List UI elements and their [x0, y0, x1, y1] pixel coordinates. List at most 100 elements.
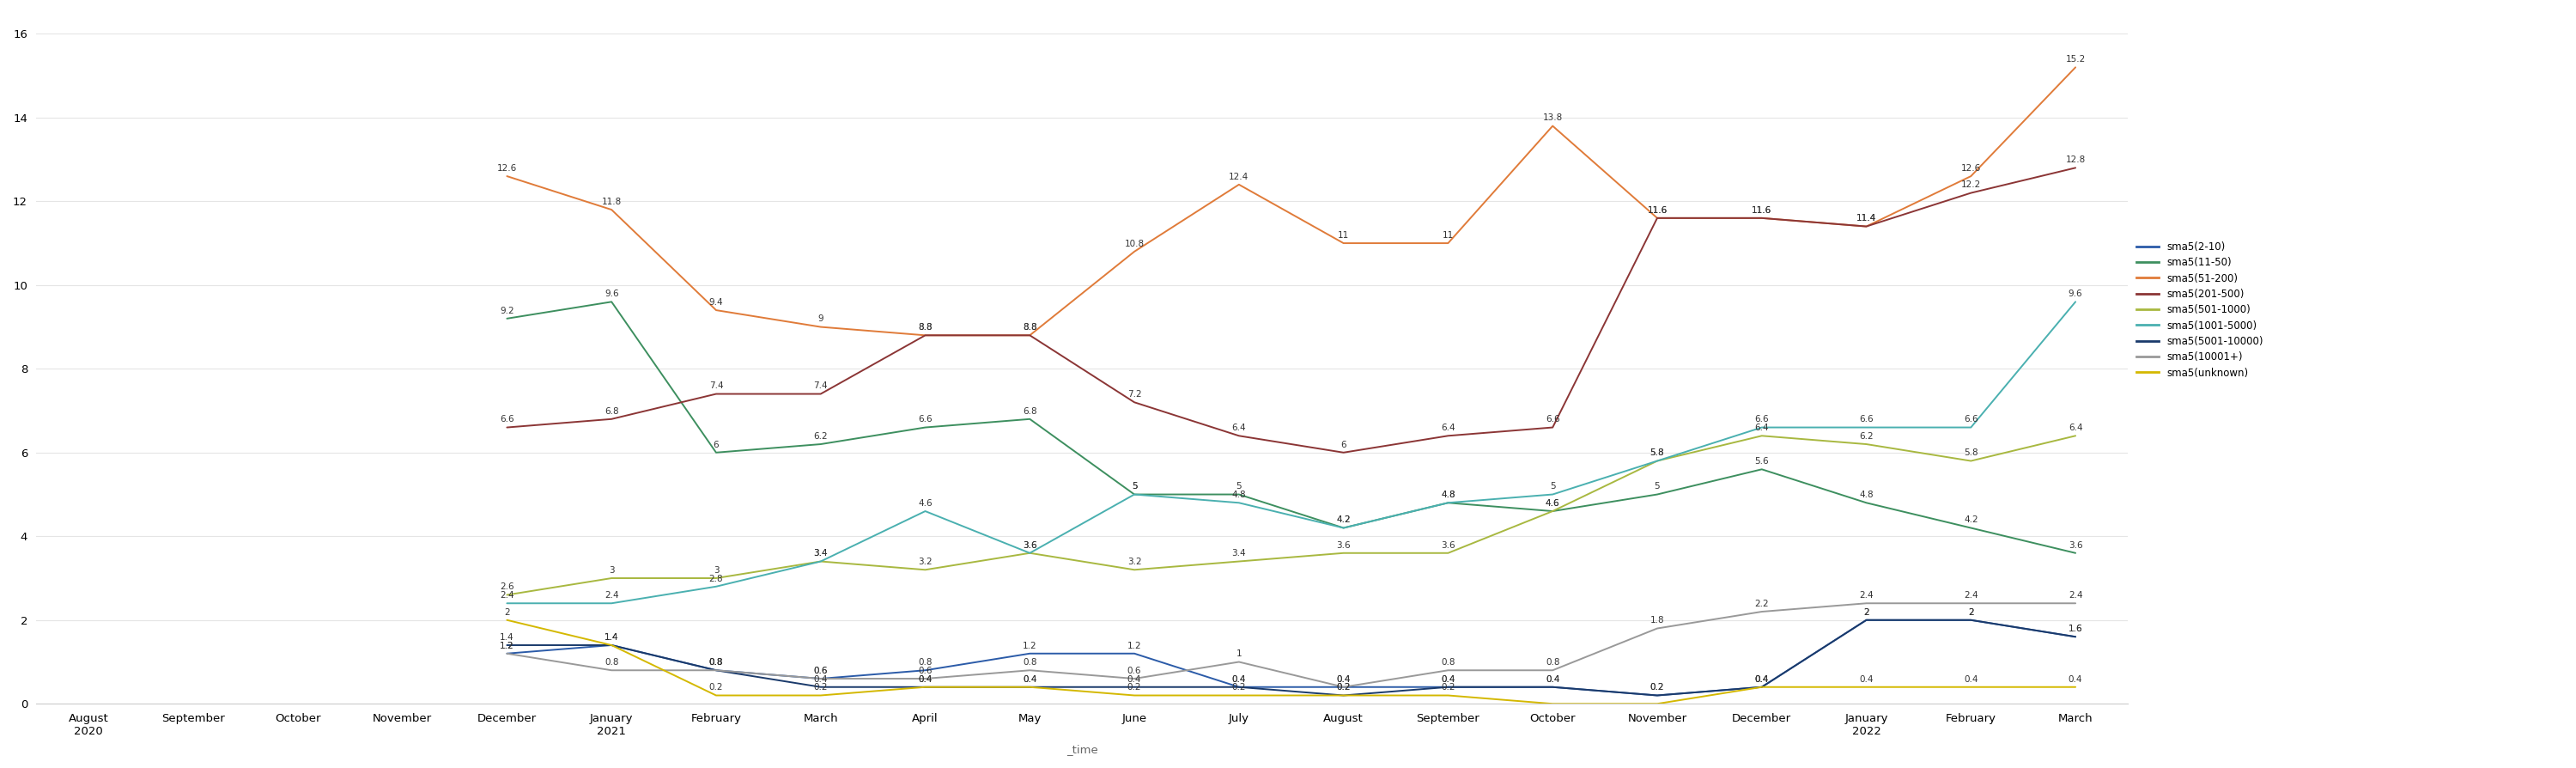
sma5(201-500): [1955, 188, 1986, 197]
sma5(51-200): [1432, 239, 1463, 248]
sma5(2-10): [492, 649, 523, 658]
Text: 12.6: 12.6: [1960, 164, 1981, 173]
Text: 4.6: 4.6: [917, 499, 933, 508]
Text: 0.8: 0.8: [917, 658, 933, 667]
sma5(10001+): [1118, 674, 1149, 684]
Line: sma5(1001-5000): sma5(1001-5000): [507, 302, 2076, 604]
sma5(1001-5000): [595, 599, 626, 608]
Text: 2.4: 2.4: [605, 591, 618, 600]
Text: 3.4: 3.4: [1231, 549, 1247, 558]
Text: 1.4: 1.4: [605, 633, 618, 641]
Text: 4.2: 4.2: [1337, 516, 1350, 525]
Text: 0.4: 0.4: [1128, 675, 1141, 684]
Text: 5.8: 5.8: [1651, 449, 1664, 458]
sma5(201-500): [909, 331, 940, 340]
Text: 4.8: 4.8: [1231, 491, 1247, 499]
Text: 3.2: 3.2: [1128, 558, 1141, 566]
sma5(unknown): [1852, 683, 1883, 692]
Text: 2.6: 2.6: [500, 583, 515, 591]
Text: 0.2: 0.2: [1651, 684, 1664, 692]
sma5(51-200): [1852, 222, 1883, 231]
Text: 6.6: 6.6: [917, 415, 933, 424]
sma5(10001+): [1538, 666, 1569, 675]
Text: 0.8: 0.8: [708, 658, 724, 667]
sma5(2-10): [909, 666, 940, 675]
sma5(unknown): [1955, 683, 1986, 692]
sma5(501-1000): [806, 557, 837, 566]
Text: 11.6: 11.6: [1752, 206, 1772, 214]
sma5(51-200): [1329, 239, 1360, 248]
Text: 0.4: 0.4: [1440, 675, 1455, 684]
Text: 2: 2: [1862, 607, 1870, 617]
Text: 11.6: 11.6: [1752, 206, 1772, 214]
sma5(5001-10000): [1329, 690, 1360, 700]
sma5(10001+): [2061, 599, 2092, 608]
Text: 1.4: 1.4: [605, 633, 618, 641]
Line: sma5(11-50): sma5(11-50): [507, 302, 2076, 553]
sma5(10001+): [1329, 683, 1360, 692]
Text: 5.8: 5.8: [1963, 449, 1978, 458]
Text: 3: 3: [608, 566, 616, 574]
Text: 9.6: 9.6: [2069, 290, 2081, 298]
sma5(5001-10000): [1224, 683, 1255, 692]
Text: 6.8: 6.8: [1023, 407, 1038, 415]
sma5(201-500): [1329, 448, 1360, 457]
Text: 0.2: 0.2: [1231, 684, 1247, 692]
Text: 1: 1: [1236, 650, 1242, 658]
sma5(51-200): [2061, 63, 2092, 72]
Text: 5: 5: [1131, 482, 1136, 491]
Text: 1.6: 1.6: [2069, 624, 2081, 633]
Text: 5: 5: [1551, 482, 1556, 491]
sma5(51-200): [1955, 171, 1986, 180]
Text: 0.8: 0.8: [1440, 658, 1455, 667]
sma5(201-500): [1538, 423, 1569, 432]
Text: 0.4: 0.4: [1546, 675, 1558, 684]
sma5(201-500): [701, 389, 732, 399]
sma5(2-10): [1118, 649, 1149, 658]
Text: 1.6: 1.6: [2069, 624, 2081, 633]
sma5(2-10): [595, 641, 626, 650]
sma5(10001+): [595, 666, 626, 675]
Text: 0.4: 0.4: [1337, 675, 1350, 684]
Text: 3.6: 3.6: [1023, 541, 1038, 549]
sma5(501-1000): [1852, 439, 1883, 449]
sma5(unknown): [1747, 683, 1777, 692]
sma5(2-10): [1852, 615, 1883, 624]
sma5(1001-5000): [1852, 423, 1883, 432]
Text: 0.4: 0.4: [1440, 675, 1455, 684]
sma5(5001-10000): [1852, 615, 1883, 624]
sma5(11-50): [1747, 465, 1777, 474]
Text: 2.2: 2.2: [1754, 600, 1770, 608]
sma5(1001-5000): [1015, 548, 1046, 558]
Line: sma5(5001-10000): sma5(5001-10000): [507, 620, 2076, 695]
sma5(5001-10000): [2061, 632, 2092, 641]
sma5(1001-5000): [909, 507, 940, 516]
Text: 12.2: 12.2: [1960, 180, 1981, 190]
sma5(2-10): [701, 666, 732, 675]
sma5(10001+): [1015, 666, 1046, 675]
sma5(501-1000): [1224, 557, 1255, 566]
Text: 0.4: 0.4: [2069, 675, 2081, 684]
sma5(unknown): [2061, 683, 2092, 692]
Text: 3: 3: [714, 566, 719, 574]
sma5(2-10): [1224, 683, 1255, 692]
Text: 4.2: 4.2: [1963, 516, 1978, 525]
Text: 11.8: 11.8: [603, 197, 621, 206]
sma5(unknown): [1538, 699, 1569, 708]
Text: 4.6: 4.6: [1546, 499, 1561, 508]
sma5(5001-10000): [1641, 690, 1672, 700]
Text: 1.2: 1.2: [1023, 641, 1038, 650]
sma5(1001-5000): [492, 599, 523, 608]
sma5(501-1000): [1955, 456, 1986, 465]
Text: 6.6: 6.6: [1546, 415, 1561, 424]
sma5(unknown): [1641, 699, 1672, 708]
sma5(11-50): [1432, 498, 1463, 508]
sma5(201-500): [1747, 214, 1777, 223]
Text: 11.4: 11.4: [1857, 214, 1875, 223]
Text: 0.8: 0.8: [708, 658, 724, 667]
sma5(501-1000): [492, 591, 523, 600]
sma5(51-200): [1538, 121, 1569, 131]
Text: 0.2: 0.2: [1337, 684, 1350, 692]
Text: 11: 11: [1337, 231, 1350, 240]
Text: 6.6: 6.6: [1754, 415, 1770, 424]
